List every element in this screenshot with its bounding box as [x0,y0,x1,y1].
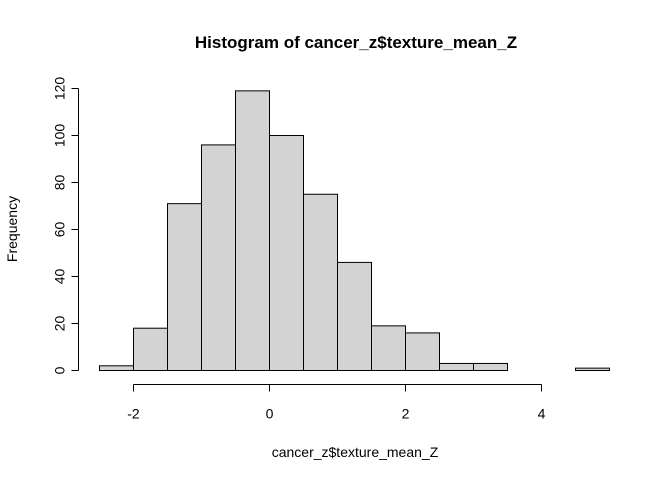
histogram-bar [337,261,372,371]
bars-group [99,90,610,372]
histogram-bar [473,362,508,372]
x-tick-label: 0 [266,406,274,422]
histogram-bar [99,365,134,371]
x-tick-label: 2 [402,406,410,422]
histogram-bar [303,193,338,371]
y-axis: 0 20 40 60 80 100 120 [52,77,79,374]
histogram-bar [405,332,440,371]
y-ticks: 0 20 40 60 80 100 120 [52,77,79,374]
chart-title: Histogram of cancer_z$texture_mean_Z [195,33,517,52]
y-tick-label: 60 [52,222,68,238]
y-tick-label: 20 [52,316,68,332]
histogram-bar [269,135,304,371]
x-tick-label: 4 [538,406,546,422]
y-tick-label: 40 [52,269,68,285]
histogram-bar [133,327,168,372]
histogram-bar [201,144,236,371]
x-axis-label: cancer_z$texture_mean_Z [272,444,439,460]
histogram-bar [575,367,610,371]
y-axis-label: Frequency [4,196,20,262]
x-tick-label: -2 [127,406,140,422]
x-axis: -2 0 2 4 [127,384,546,422]
y-tick-label: 80 [52,175,68,191]
y-tick-label: 120 [52,77,68,101]
histogram-bar [439,362,474,372]
y-tick-label: 100 [52,124,68,148]
histogram-bar [235,90,270,371]
histogram-bar [167,203,202,371]
x-ticks: -2 0 2 4 [127,384,546,422]
y-tick-label: 0 [52,366,68,374]
histogram-bar [371,325,406,372]
